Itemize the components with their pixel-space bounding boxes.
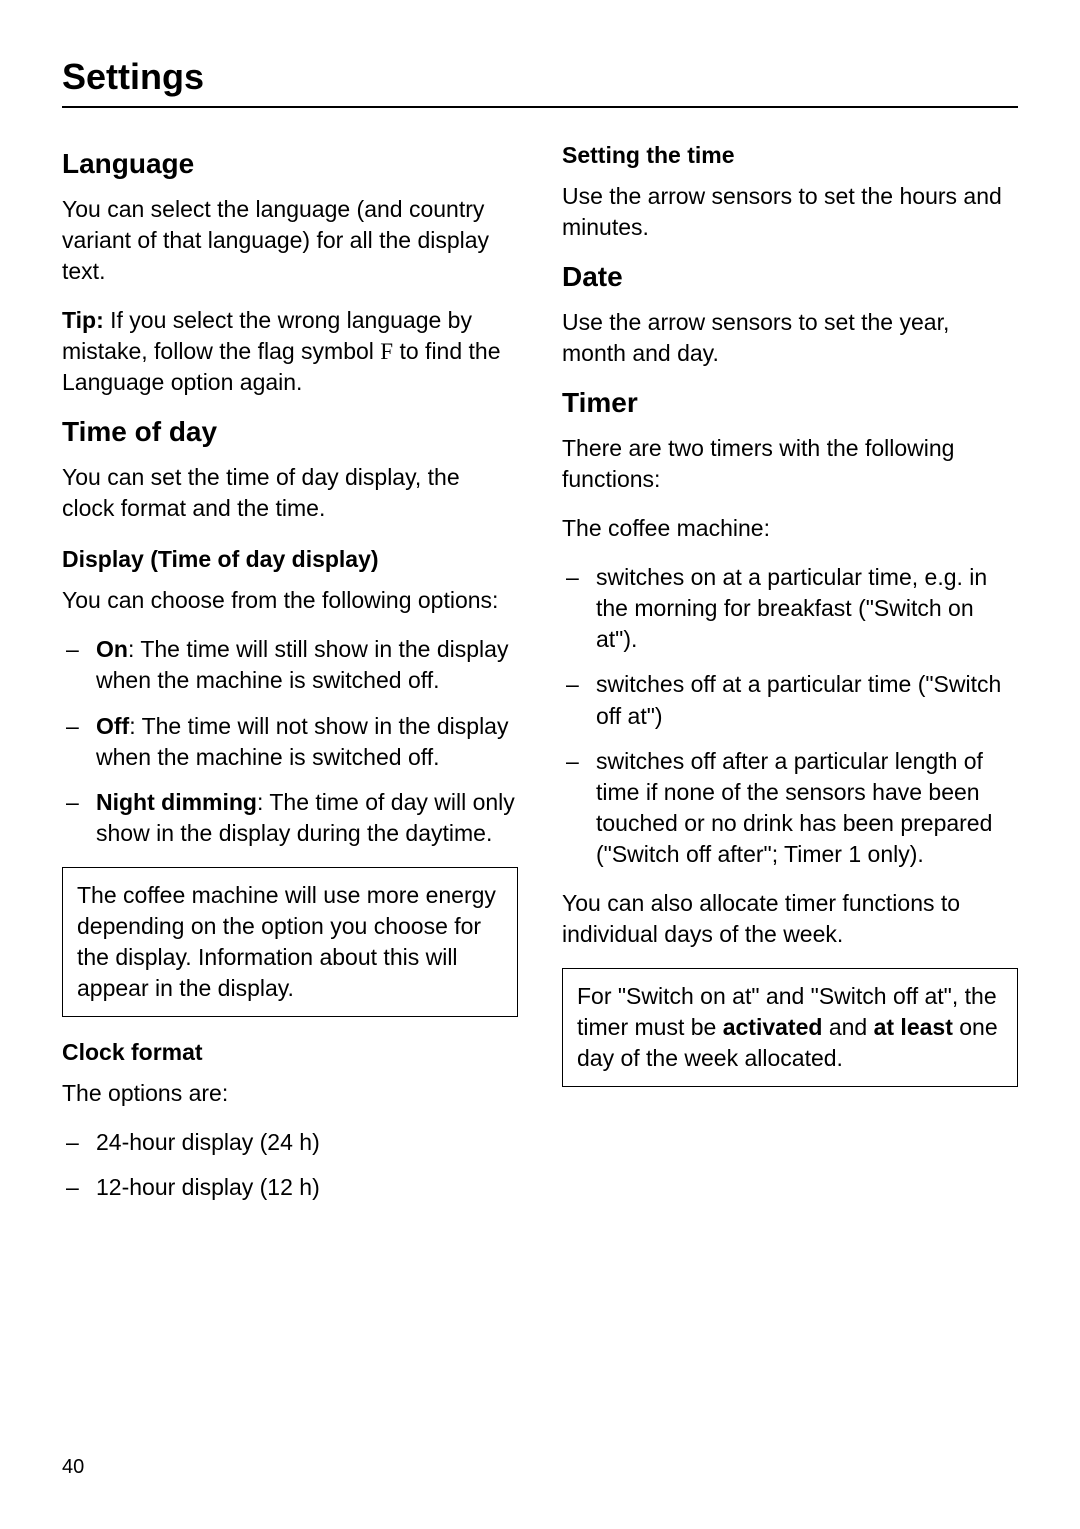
list-item: 12-hour display (12 h) [62, 1172, 518, 1203]
date-p1: Use the arrow sensors to set the year, m… [562, 307, 1018, 369]
energy-note-box: The coffee machine will use more energy … [62, 867, 518, 1017]
option-bold: Night dimming [96, 789, 257, 815]
page-number: 40 [62, 1456, 84, 1479]
note-bold: activated [723, 1014, 823, 1040]
heading-setting-time: Setting the time [562, 142, 1018, 169]
list-item: On: The time will still show in the disp… [62, 634, 518, 696]
list-item: 24-hour display (24 h) [62, 1127, 518, 1158]
list-item: switches off at a particular time ("Swit… [562, 669, 1018, 731]
flag-icon: F [380, 339, 393, 364]
left-column: Language You can select the language (an… [62, 142, 518, 1221]
option-bold: On [96, 636, 128, 662]
option-bold: Off [96, 713, 129, 739]
note-text: and [822, 1014, 873, 1040]
heading-display: Display (Time of day display) [62, 546, 518, 573]
display-options-list: On: The time will still show in the disp… [62, 634, 518, 848]
language-tip: Tip: If you select the wrong language by… [62, 305, 518, 398]
note-bold: at least [874, 1014, 953, 1040]
heading-date: Date [562, 261, 1018, 293]
timer-p2: The coffee machine: [562, 513, 1018, 544]
option-text: : The time will still show in the displa… [96, 636, 508, 693]
timer-p3: You can also allocate timer functions to… [562, 888, 1018, 950]
heading-clock-format: Clock format [62, 1039, 518, 1066]
clock-intro: The options are: [62, 1078, 518, 1109]
setting-time-p1: Use the arrow sensors to set the hours a… [562, 181, 1018, 243]
tip-label: Tip: [62, 307, 104, 333]
timer-p1: There are two timers with the following … [562, 433, 1018, 495]
clock-options-list: 24-hour display (24 h) 12-hour display (… [62, 1127, 518, 1203]
list-item: Night dimming: The time of day will only… [62, 787, 518, 849]
content-columns: Language You can select the language (an… [62, 142, 1018, 1221]
language-p1: You can select the language (and country… [62, 194, 518, 287]
list-item: Off: The time will not show in the displ… [62, 711, 518, 773]
option-text: : The time will not show in the display … [96, 713, 508, 770]
heading-language: Language [62, 148, 518, 180]
page-title: Settings [62, 56, 1018, 108]
timer-options-list: switches on at a particular time, e.g. i… [562, 562, 1018, 869]
heading-timeofday: Time of day [62, 416, 518, 448]
timeofday-p1: You can set the time of day display, the… [62, 462, 518, 524]
list-item: switches on at a particular time, e.g. i… [562, 562, 1018, 655]
list-item: switches off after a particular length o… [562, 746, 1018, 870]
heading-timer: Timer [562, 387, 1018, 419]
right-column: Setting the time Use the arrow sensors t… [562, 142, 1018, 1221]
timer-note-box: For "Switch on at" and "Switch off at", … [562, 968, 1018, 1087]
display-intro: You can choose from the following option… [62, 585, 518, 616]
